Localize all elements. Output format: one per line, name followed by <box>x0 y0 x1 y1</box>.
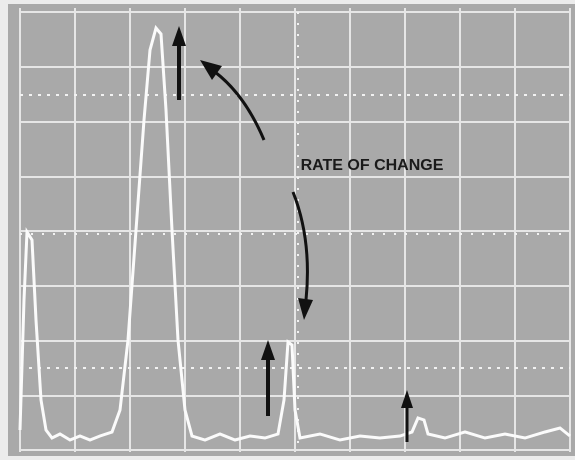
graticule <box>19 8 571 452</box>
annotation-label: RATE OF CHANGE <box>301 157 444 174</box>
graticule-dotted <box>20 12 570 450</box>
spectrum-trace <box>18 24 571 442</box>
pointer-arrows <box>172 26 413 442</box>
curved-arrows <box>200 60 313 320</box>
